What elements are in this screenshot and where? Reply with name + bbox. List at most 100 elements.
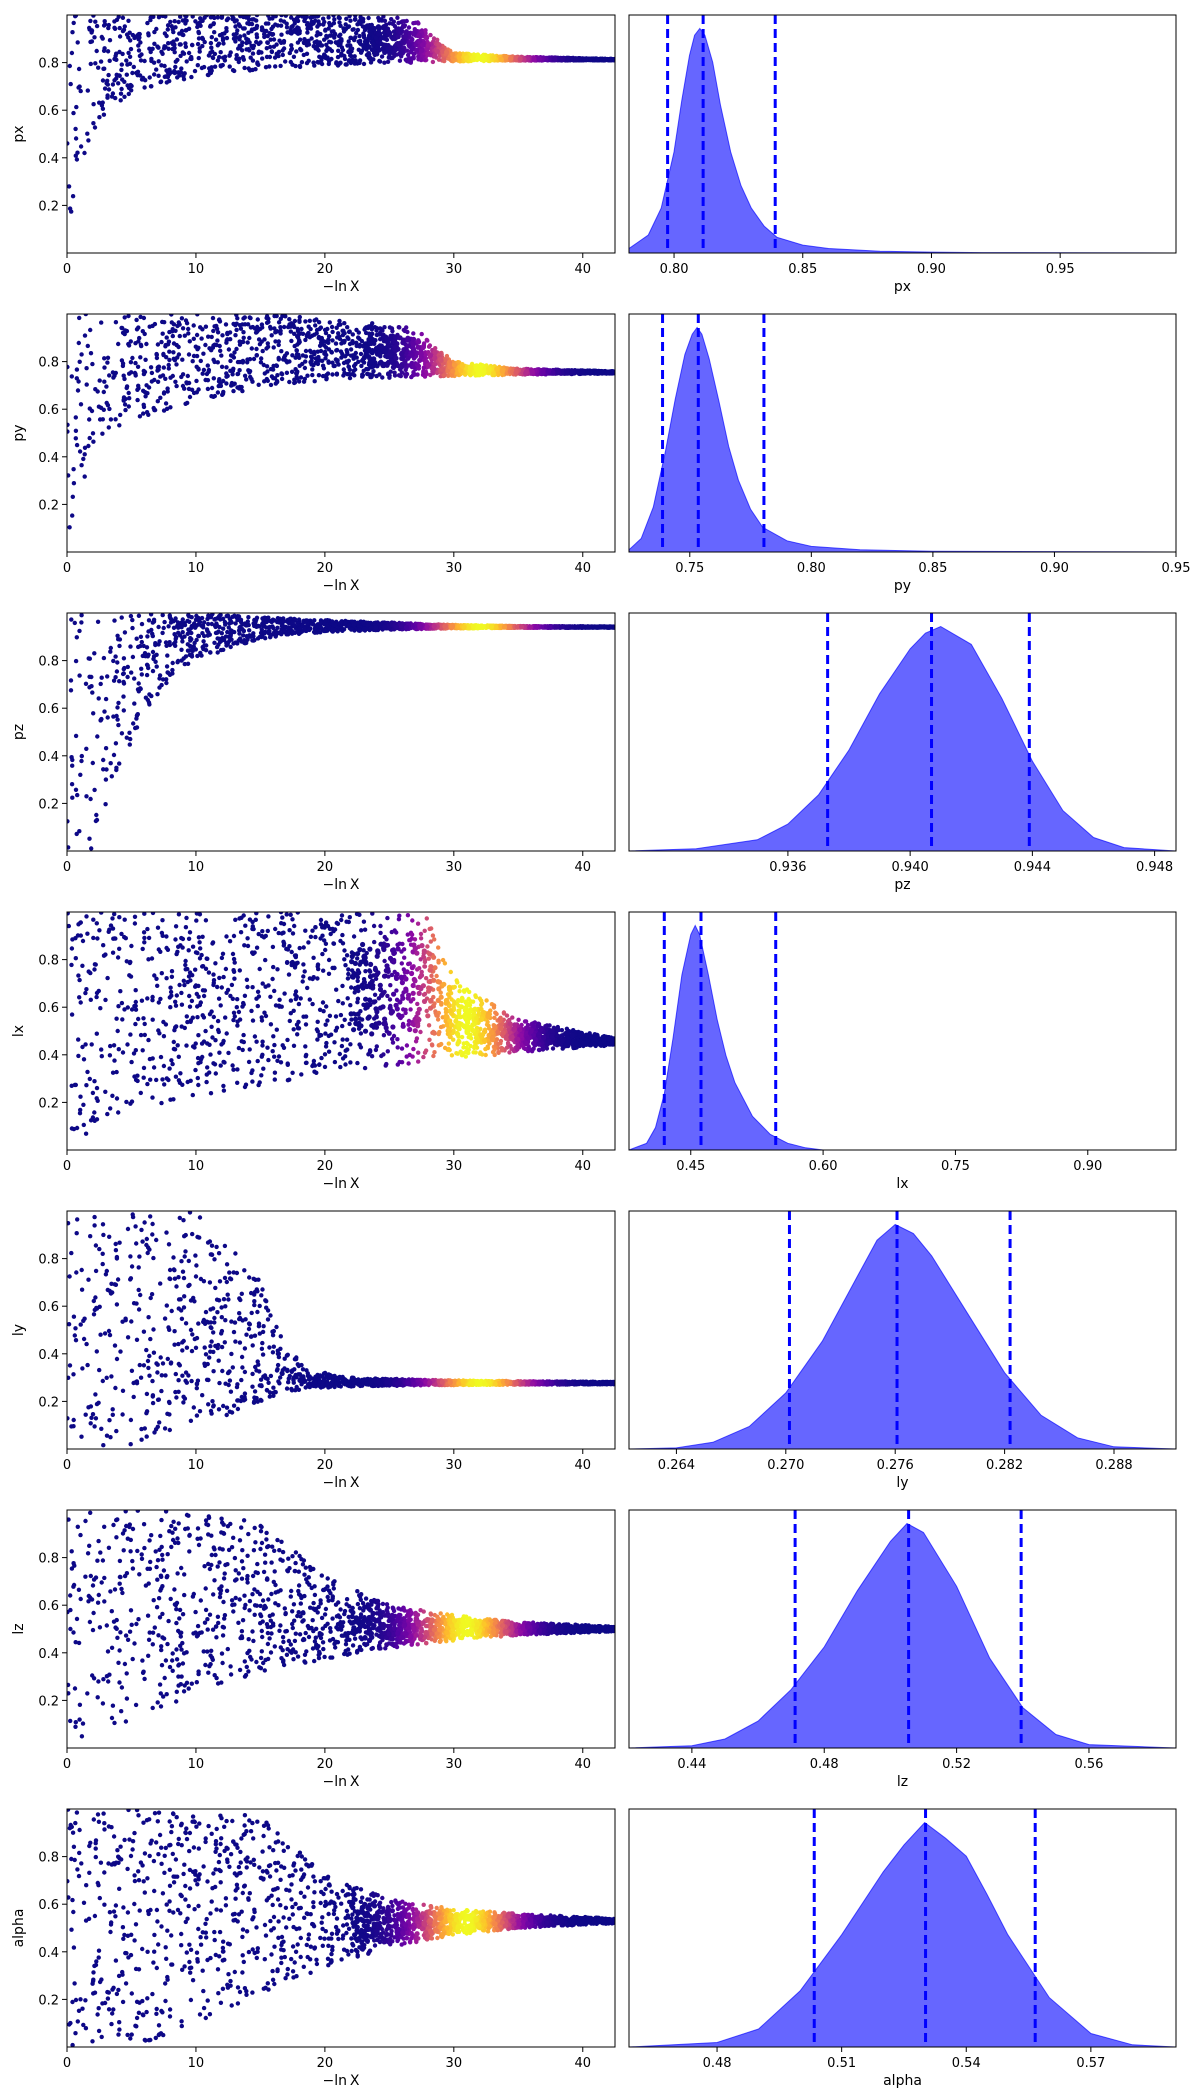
scatter-point <box>267 54 273 60</box>
scatter-point <box>240 388 245 394</box>
scatter-point <box>409 374 414 380</box>
scatter-point <box>141 411 146 416</box>
scatter-point <box>329 324 335 330</box>
scatter-point <box>201 367 207 373</box>
scatter-point <box>361 31 366 36</box>
scatter-point <box>182 71 187 76</box>
scatter-point <box>208 40 214 46</box>
scatter-point <box>111 658 116 664</box>
scatter-point <box>158 79 164 84</box>
scatter-point <box>256 62 261 67</box>
scatter-point <box>332 17 337 22</box>
scatter-point <box>241 15 246 20</box>
scatter-point <box>186 331 191 336</box>
scatter-point <box>266 15 271 18</box>
x-tick-label: 0.95 <box>1162 561 1191 576</box>
scatter-point <box>289 46 294 51</box>
scatter-point <box>205 378 211 383</box>
scatter-point <box>246 47 251 52</box>
scatter-points <box>67 15 615 214</box>
y-tick-label: 0.6 <box>38 104 59 119</box>
scatter-point <box>69 374 75 379</box>
scatter-point <box>186 50 192 56</box>
scatter-point <box>265 341 270 346</box>
scatter-point <box>182 333 187 338</box>
scatter-point <box>303 337 308 343</box>
scatter-point <box>244 40 249 46</box>
scatter-point <box>322 343 327 348</box>
scatter-point <box>112 25 117 30</box>
scatter-point <box>297 379 302 384</box>
scatter-point <box>245 21 250 26</box>
scatter-point <box>212 64 218 69</box>
scatter-point <box>364 366 369 372</box>
scatter-point <box>130 617 135 623</box>
scatter-point <box>231 388 236 394</box>
scatter-point <box>354 30 359 36</box>
scatter-point <box>361 43 367 49</box>
scatter-point <box>218 383 224 389</box>
x-tick-label: 40 <box>574 561 591 576</box>
scatter-point <box>271 345 276 350</box>
x-tick-label: 0.80 <box>797 561 826 576</box>
scatter-point <box>212 51 218 57</box>
scatter-point <box>187 652 192 658</box>
scatter-point <box>289 321 294 326</box>
scatter-point <box>231 321 236 327</box>
x-tick-label: 0.95 <box>1046 262 1075 277</box>
scatter-point <box>148 613 154 617</box>
scatter-point <box>210 55 215 60</box>
scatter-point <box>410 341 416 347</box>
scatter-point <box>204 15 209 18</box>
scatter-point <box>220 333 225 338</box>
scatter-point <box>92 35 97 40</box>
scatter-point <box>377 58 382 64</box>
scatter-point <box>411 331 416 336</box>
scatter-point <box>382 49 388 56</box>
scatter-point <box>308 354 314 359</box>
scatter-point <box>392 344 398 350</box>
scatter-point <box>262 32 267 37</box>
scatter-point <box>122 24 128 29</box>
scatter-point <box>241 26 246 31</box>
scatter-point <box>258 40 263 45</box>
scatter-point <box>222 31 227 36</box>
scatter-point <box>436 42 442 48</box>
scatter-point <box>234 56 239 61</box>
scatter-point <box>150 46 155 51</box>
scatter-point <box>289 369 295 374</box>
scatter-point <box>240 55 246 60</box>
scatter-point <box>275 625 280 630</box>
scatter-point <box>611 56 615 63</box>
scatter-point <box>196 366 201 371</box>
scatter-point <box>90 431 96 436</box>
scatter-point <box>195 41 201 47</box>
scatter-point <box>186 326 191 332</box>
scatter-point <box>402 372 408 377</box>
scatter-point <box>152 41 157 46</box>
scatter-point <box>73 136 79 141</box>
scatter-point <box>96 65 101 70</box>
scatter-point <box>144 341 149 347</box>
scatter-point <box>315 15 320 19</box>
scatter-point <box>220 62 225 68</box>
scatter-point <box>170 42 176 47</box>
scatter-point <box>135 397 140 403</box>
scatter-point <box>416 339 422 345</box>
scatter-point <box>218 617 223 622</box>
scatter-point <box>186 380 192 386</box>
scatter-point <box>99 320 104 325</box>
scatter-point <box>133 373 138 378</box>
scatter-point <box>72 620 78 626</box>
scatter-point <box>83 314 88 317</box>
scatter-point <box>545 368 551 374</box>
scatter-point <box>127 54 133 59</box>
scatter-point <box>316 354 321 360</box>
scatter-point <box>86 138 91 143</box>
scatter-point <box>166 362 171 368</box>
scatter-point <box>117 761 122 766</box>
scatter-point <box>175 658 181 664</box>
scatter-point <box>84 366 89 371</box>
scatter-point <box>196 633 202 639</box>
